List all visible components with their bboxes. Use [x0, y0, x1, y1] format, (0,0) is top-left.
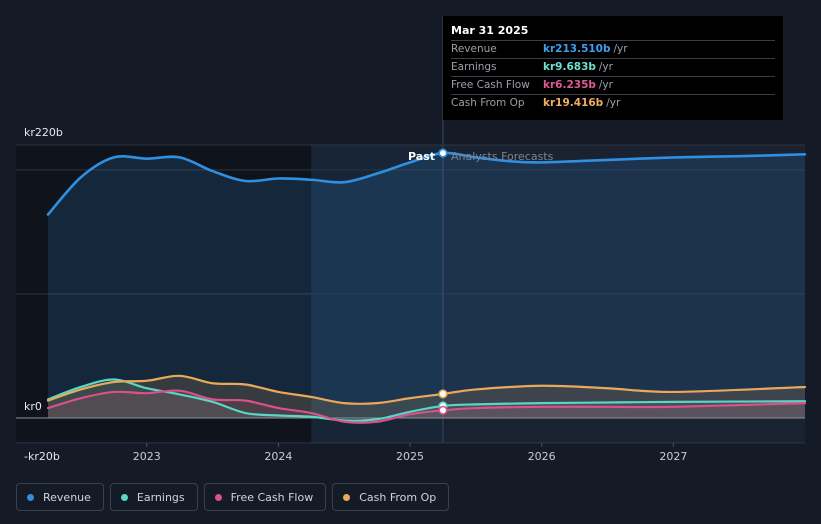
tooltip-label: Earnings — [451, 61, 497, 73]
earnings-dot-icon — [120, 493, 128, 501]
x-tick-label: 2027 — [659, 450, 687, 463]
y-tick-label: kr0 — [24, 400, 42, 413]
legend-label: Free Cash Flow — [230, 490, 314, 504]
y-tick-label: -kr20b — [24, 450, 60, 463]
tooltip-value: kr6.235b — [543, 79, 596, 91]
legend-label: Earnings — [136, 490, 185, 504]
past-label: Past — [408, 150, 435, 163]
earnings-area — [48, 379, 805, 421]
revenue-line — [46, 151, 807, 216]
x-tick-label: 2023 — [133, 450, 161, 463]
cash-from-op-marker — [438, 389, 448, 399]
x-tick-label: 2026 — [528, 450, 556, 463]
tooltip-label: Free Cash Flow — [451, 79, 530, 91]
tooltip-value: kr9.683b — [543, 61, 596, 73]
series-markers — [438, 148, 448, 415]
free-cash-flow-marker — [438, 405, 448, 415]
revenue-marker — [438, 148, 448, 158]
tooltip-unit: /yr — [613, 43, 628, 55]
tooltip-value: kr19.416b — [543, 97, 604, 109]
chart-area: kr220b kr0 -kr20b 2023 2024 2025 2026 2027 Pas… — [16, 16, 807, 463]
cash-from-op-dot-icon — [343, 493, 351, 501]
legend-item-earnings[interactable]: Earnings — [109, 483, 198, 511]
x-axis-labels: 2023 2024 2025 2026 2027 — [133, 442, 687, 463]
tooltip-row-revenue: Revenue kr213.510b /yr — [451, 40, 775, 58]
tooltip-row-cash-from-op: Cash From Op kr19.416b /yr — [451, 94, 775, 112]
legend-label: Revenue — [43, 490, 91, 504]
y-tick-label: kr220b — [24, 126, 63, 139]
legend-item-free-cash-flow[interactable]: Free Cash Flow — [203, 483, 327, 511]
x-tick-label: 2025 — [396, 450, 424, 463]
forecast-label: Analysts Forecasts — [451, 150, 554, 163]
tooltip-row-free-cash-flow: Free Cash Flow kr6.235b /yr — [451, 76, 775, 94]
tooltip-unit: /yr — [606, 97, 621, 109]
revenue-dot-icon — [27, 493, 34, 501]
cash-from-op-line — [46, 374, 807, 405]
tooltip-value: kr213.510b — [543, 43, 611, 55]
legend: Revenue Earnings Free Cash Flow Cash Fro… — [16, 483, 450, 511]
legend-label: Cash From Op — [359, 490, 437, 504]
tooltip-label: Cash From Op — [451, 97, 525, 109]
series-areas — [48, 152, 805, 423]
tooltip-label: Revenue — [451, 43, 497, 55]
tooltip: Mar 31 2025 Revenue kr213.510b /yr Earni… — [443, 16, 783, 120]
free-cash-flow-line — [46, 389, 807, 424]
y-axis-labels: kr220b kr0 -kr20b — [24, 126, 63, 463]
legend-item-cash-from-op[interactable]: Cash From Op — [332, 483, 450, 511]
x-tick-label: 2024 — [264, 450, 292, 463]
free-cash-flow-dot-icon — [214, 493, 222, 501]
series-lines — [46, 151, 807, 424]
legend-item-revenue[interactable]: Revenue — [16, 483, 104, 511]
tooltip-row-earnings: Earnings kr9.683b /yr — [451, 58, 775, 76]
tooltip-date: Mar 31 2025 — [451, 24, 529, 37]
revenue-area — [48, 152, 805, 418]
free-cash-flow-area — [48, 390, 805, 423]
tooltip-unit: /yr — [598, 79, 613, 91]
tooltip-unit: /yr — [598, 61, 613, 73]
